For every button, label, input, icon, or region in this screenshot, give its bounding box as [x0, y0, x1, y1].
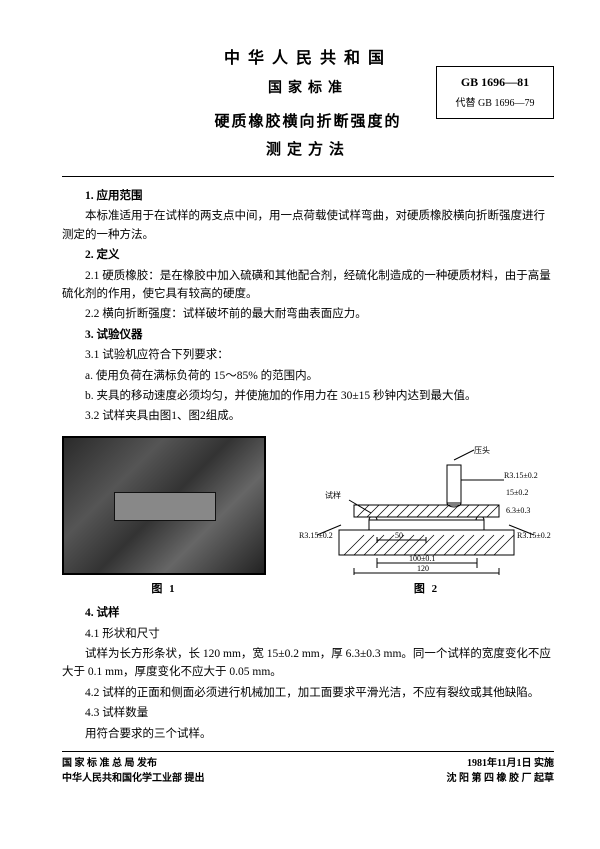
figure-1-photo — [62, 436, 266, 575]
gb-number-box: GB 1696—81 代替 GB 1696—79 — [436, 66, 554, 119]
gb-sub: 代替 GB 1696—79 — [447, 96, 543, 112]
dim-r-right: R3.15±0.2 — [517, 531, 551, 540]
dim-15: 15±0.2 — [506, 488, 528, 497]
dim-r-top: R3.15±0.2 — [504, 471, 538, 480]
section-3-1b: b. 夹具的移动速度必须均匀，并使施加的作用力在 30±15 秒钟内达到最大值。 — [62, 387, 554, 405]
dim-100: 100±0.1 — [409, 554, 435, 563]
dim-120: 120 — [417, 564, 429, 573]
gb-main: GB 1696—81 — [447, 73, 543, 92]
document-footer: 国 家 标 准 总 局 发布 中华人民共和国化学工业部 提出 1981年11月1… — [62, 751, 554, 786]
figure-2-diagram: 压头 试样 R3.15±0.2 15±0.2 6.3±0.3 R3.15±0.2… — [299, 445, 554, 575]
body-text: 1. 应用范围 本标准适用于在试样的两支点中间，用一点荷载使试样弯曲，对硬质橡胶… — [62, 187, 554, 426]
dim-50: 50 — [395, 531, 403, 540]
footer-drafter: 沈 阳 第 四 橡 胶 厂 起草 — [447, 771, 555, 786]
section-3-1a: a. 使用负荷在满标负荷的 15～85% 的范围内。 — [62, 367, 554, 385]
section-3-2: 3.2 试样夹具由图1、图2组成。 — [62, 407, 554, 425]
footer-issuer: 国 家 标 准 总 局 发布 — [62, 756, 205, 771]
label-presser: 压头 — [474, 445, 490, 455]
section-2-1: 2.1 硬质橡胶：是在橡胶中加入硫磺和其他配合剂，经硫化制造成的一种硬质材料，由… — [62, 267, 554, 304]
section-2-2: 2.2 横向折断强度：试样破坏前的最大耐弯曲表面应力。 — [62, 305, 554, 323]
label-specimen: 试样 — [325, 490, 341, 500]
document-header: 中华人民共和国 国家标准 硬质橡胶横向折断强度的 测定方法 GB 1696—81… — [62, 46, 554, 162]
section-1-heading: 1. 应用范围 — [62, 187, 554, 205]
section-3-heading: 3. 试验仪器 — [62, 326, 554, 344]
footer-proposer: 中华人民共和国化学工业部 提出 — [62, 771, 205, 786]
section-1-para: 本标准适用于在试样的两支点中间，用一点荷载使试样弯曲，对硬质橡胶横向折断强度进行… — [62, 207, 554, 244]
section-4-3: 4.3 试样数量 — [62, 704, 554, 722]
section-4-heading: 4. 试样 — [62, 604, 554, 622]
section-3-1: 3.1 试验机应符合下列要求： — [62, 346, 554, 364]
section-4-3-para: 用符合要求的三个试样。 — [62, 725, 554, 743]
dim-r-left: R3.15±0.2 — [299, 531, 333, 540]
section-4-1: 4.1 形状和尺寸 — [62, 625, 554, 643]
section-4-2: 4.2 试样的正面和侧面必须进行机械加工，加工面要求平滑光洁，不应有裂纹或其他缺… — [62, 684, 554, 702]
footer-date: 1981年11月1日 实施 — [447, 756, 555, 771]
figure-2-caption: 图 2 — [414, 581, 439, 599]
header-rule — [62, 176, 554, 177]
section-2-heading: 2. 定义 — [62, 246, 554, 264]
body-text-2: 4. 试样 4.1 形状和尺寸 试样为长方形条状，长 120 mm，宽 15±0… — [62, 604, 554, 743]
figure-1-caption: 图 1 — [151, 581, 176, 599]
section-4-1-para: 试样为长方形条状，长 120 mm，宽 15±0.2 mm，厚 6.3±0.3 … — [62, 645, 554, 682]
dim-63: 6.3±0.3 — [506, 506, 530, 515]
document-subtitle: 测定方法 — [62, 138, 554, 162]
